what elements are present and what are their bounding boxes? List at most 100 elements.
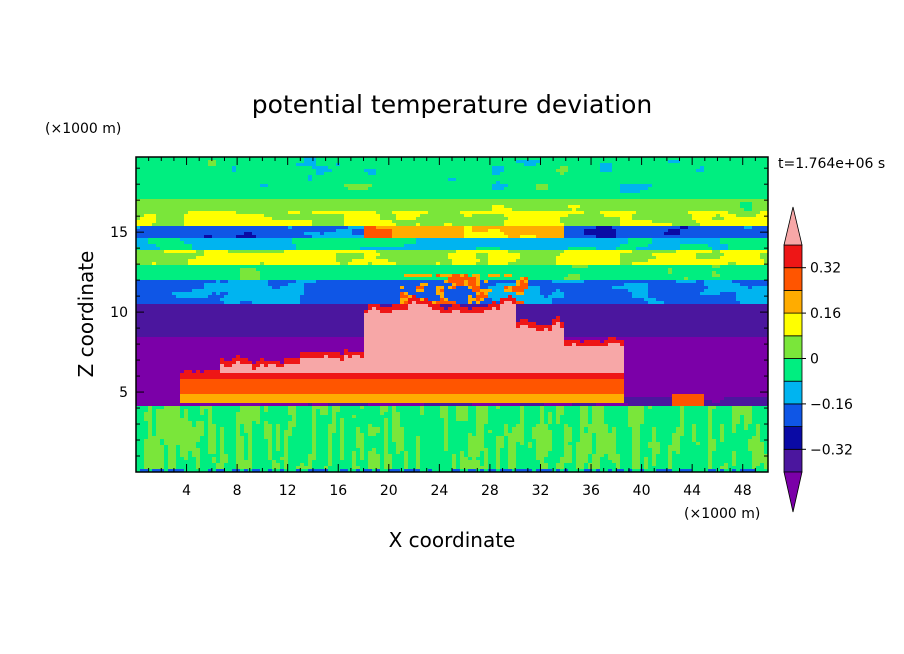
contour-cell	[628, 403, 673, 407]
contour-cell	[576, 457, 589, 461]
contour-cell	[332, 451, 341, 455]
contour-cell	[448, 430, 477, 434]
contour-cell	[408, 304, 429, 308]
contour-cell	[556, 169, 569, 173]
contour-cell	[312, 439, 317, 443]
contour-cell	[264, 406, 269, 410]
contour-cell	[340, 454, 345, 458]
contour-cell	[708, 421, 713, 425]
contour-cell	[576, 451, 593, 455]
contour-cell	[188, 454, 193, 458]
contour-cell	[596, 433, 617, 437]
contour-cell	[312, 436, 317, 440]
contour-cell	[364, 232, 393, 236]
contour-cell	[240, 409, 261, 413]
contour-cell	[484, 439, 497, 443]
contour-cell	[624, 349, 768, 353]
contour-cell	[392, 310, 441, 314]
contour-cell	[708, 436, 713, 440]
contour-cell	[460, 454, 465, 458]
contour-cell	[720, 424, 725, 428]
contour-cell	[548, 421, 553, 425]
contour-cell	[148, 469, 153, 472]
contour-cell	[500, 247, 569, 251]
contour-cell	[136, 283, 205, 287]
contour-cell	[216, 430, 221, 434]
contour-cell	[472, 403, 521, 407]
contour-cell	[136, 325, 365, 329]
contour-cell	[608, 337, 617, 341]
contour-cell	[344, 184, 373, 188]
contour-cell	[708, 433, 713, 437]
contour-cell	[352, 232, 365, 236]
contour-cell	[244, 454, 249, 458]
contour-cell	[420, 406, 425, 410]
contour-cell	[304, 286, 401, 290]
contour-cell	[712, 415, 733, 419]
contour-cell	[360, 451, 365, 455]
contour-cell	[440, 295, 445, 299]
contour-cell	[584, 430, 589, 434]
contour-cell	[484, 463, 489, 467]
contour-cell	[680, 229, 768, 233]
contour-cell	[384, 445, 389, 449]
contour-cell	[352, 451, 357, 455]
contour-cell	[296, 421, 313, 425]
contour-cell	[492, 301, 497, 305]
contour-cell	[468, 280, 477, 284]
contour-cell	[672, 223, 701, 227]
contour-cell	[752, 415, 768, 419]
contour-cell	[736, 469, 741, 472]
contour-cell	[220, 280, 229, 284]
contour-cell	[340, 163, 525, 167]
contour-cell	[380, 217, 397, 221]
contour-cell	[704, 397, 725, 401]
contour-cell	[176, 454, 181, 458]
contour-cell	[180, 448, 201, 452]
contour-cell	[428, 211, 461, 215]
contour-cell	[340, 358, 345, 362]
contour-cell	[240, 361, 253, 365]
contour-cell	[648, 445, 661, 449]
contour-cell	[380, 430, 385, 434]
contour-cell	[564, 448, 573, 452]
contour-cell	[680, 415, 685, 419]
contour-cell	[556, 418, 561, 422]
contour-cell	[648, 457, 653, 461]
contour-cell	[144, 457, 165, 461]
contour-cell	[408, 454, 417, 458]
contour-cell	[416, 466, 421, 470]
contour-cell	[232, 166, 237, 170]
contour-cell	[528, 319, 553, 323]
contour-cell	[596, 436, 617, 440]
contour-cell	[700, 223, 768, 227]
contour-cell	[560, 253, 621, 257]
contour-cell	[624, 394, 673, 398]
contour-cell	[752, 421, 768, 425]
contour-cell	[388, 430, 393, 434]
contour-cell	[632, 436, 641, 440]
contour-cell	[672, 442, 681, 446]
contour-cell	[260, 277, 449, 281]
contour-cell	[560, 220, 621, 224]
contour-cell	[484, 280, 489, 284]
contour-cell	[680, 232, 768, 236]
contour-cell	[764, 463, 768, 467]
contour-cell	[424, 286, 437, 290]
contour-cell	[260, 262, 265, 266]
contour-cell	[228, 292, 305, 296]
contour-cell	[456, 178, 768, 182]
contour-cell	[380, 469, 389, 472]
contour-cell	[136, 163, 209, 167]
contour-cell	[640, 451, 653, 455]
contour-cell	[624, 346, 768, 350]
contour-cell	[472, 457, 477, 461]
contour-cell	[208, 415, 213, 419]
contour-cell	[568, 214, 605, 218]
contour-cell	[344, 418, 385, 422]
contour-cell	[448, 436, 469, 440]
contour-cell	[564, 235, 597, 239]
contour-cell	[396, 451, 401, 455]
contour-cell	[136, 448, 145, 452]
contour-cell	[268, 457, 273, 461]
